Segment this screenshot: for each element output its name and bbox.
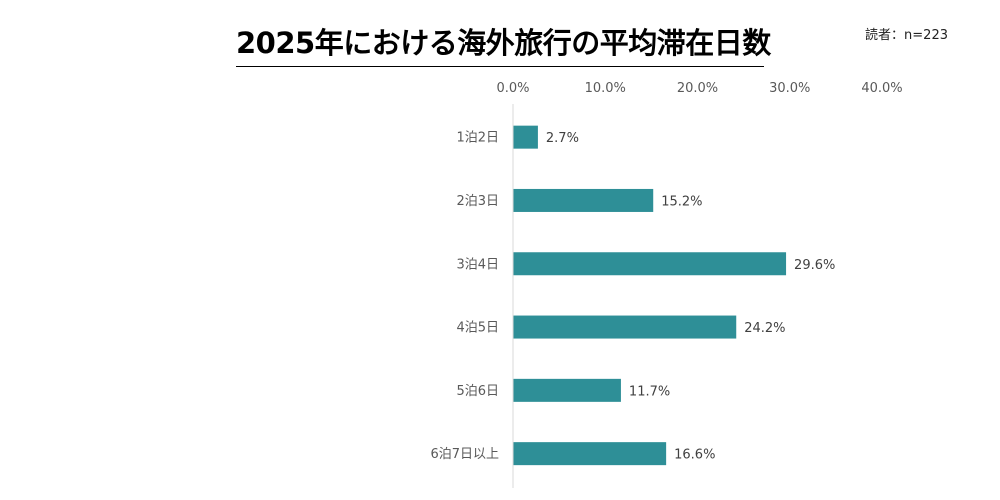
bars bbox=[513, 125, 787, 466]
sample-size-note: 読者：n=223 bbox=[865, 28, 948, 43]
chart-title: 2025年における海外旅行の平均滞在日数 bbox=[236, 26, 771, 60]
category-labels: 1泊2日 2泊3日 3泊4日 4泊5日 5泊6日 6泊7日以上 bbox=[430, 131, 499, 463]
category-label: 1泊2日 bbox=[456, 131, 499, 146]
bar bbox=[513, 378, 621, 402]
bar bbox=[513, 252, 787, 276]
bar bbox=[513, 188, 654, 212]
data-label: 15.2% bbox=[661, 194, 702, 209]
x-tick-label: 40.0% bbox=[861, 81, 902, 96]
x-tick-label: 30.0% bbox=[769, 81, 810, 96]
x-axis-tick-labels: 0.0% 10.0% 20.0% 30.0% 40.0% bbox=[496, 81, 902, 96]
bar bbox=[513, 442, 667, 466]
title-underline bbox=[236, 66, 764, 67]
bar bbox=[513, 125, 538, 149]
data-labels: 2.7% 15.2% 29.6% 24.2% 11.7% 16.6% bbox=[546, 131, 835, 463]
data-label: 29.6% bbox=[794, 258, 835, 273]
data-label: 11.7% bbox=[629, 384, 670, 399]
x-tick-label: 20.0% bbox=[677, 81, 718, 96]
data-label: 24.2% bbox=[744, 321, 785, 336]
x-tick-label: 10.0% bbox=[585, 81, 626, 96]
bar bbox=[513, 315, 737, 339]
data-label: 2.7% bbox=[546, 131, 579, 146]
category-label: 3泊4日 bbox=[456, 257, 499, 272]
data-label: 16.6% bbox=[674, 448, 715, 463]
x-tick-label: 0.0% bbox=[496, 81, 529, 96]
category-label: 5泊6日 bbox=[456, 384, 499, 399]
category-label: 4泊5日 bbox=[456, 321, 499, 336]
category-label: 6泊7日以上 bbox=[430, 447, 499, 462]
category-label: 2泊3日 bbox=[456, 194, 499, 209]
